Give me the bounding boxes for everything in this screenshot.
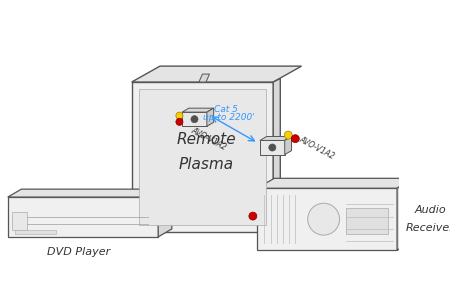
Circle shape [191, 116, 198, 123]
Circle shape [284, 131, 292, 139]
Polygon shape [273, 78, 280, 232]
Text: up to 2200': up to 2200' [203, 113, 255, 122]
Polygon shape [285, 136, 292, 155]
Polygon shape [12, 212, 27, 230]
Text: DVD Player: DVD Player [47, 248, 110, 258]
Circle shape [291, 135, 299, 143]
Circle shape [308, 203, 340, 235]
Circle shape [249, 212, 257, 220]
Polygon shape [260, 140, 285, 155]
Polygon shape [132, 66, 302, 82]
Polygon shape [199, 74, 210, 82]
Circle shape [269, 144, 276, 151]
Text: AVO-V1A2: AVO-V1A2 [189, 125, 228, 152]
Polygon shape [139, 89, 266, 225]
Polygon shape [158, 189, 172, 237]
Text: Receiver: Receiver [405, 224, 450, 234]
Polygon shape [15, 230, 56, 234]
Polygon shape [397, 178, 414, 250]
Text: AVO-V1A2: AVO-V1A2 [297, 135, 336, 161]
Circle shape [176, 112, 183, 119]
Polygon shape [260, 136, 292, 140]
Polygon shape [207, 108, 214, 126]
Polygon shape [132, 82, 273, 232]
Polygon shape [346, 208, 388, 234]
Text: Remote: Remote [176, 132, 236, 147]
Polygon shape [8, 189, 172, 197]
Polygon shape [8, 197, 158, 237]
Text: Audio: Audio [414, 205, 446, 215]
Polygon shape [257, 188, 397, 250]
Polygon shape [182, 108, 214, 112]
Polygon shape [257, 178, 414, 188]
Text: Plasma: Plasma [178, 157, 234, 172]
Text: Cat 5: Cat 5 [214, 105, 238, 114]
Circle shape [176, 118, 183, 125]
Polygon shape [182, 112, 207, 126]
